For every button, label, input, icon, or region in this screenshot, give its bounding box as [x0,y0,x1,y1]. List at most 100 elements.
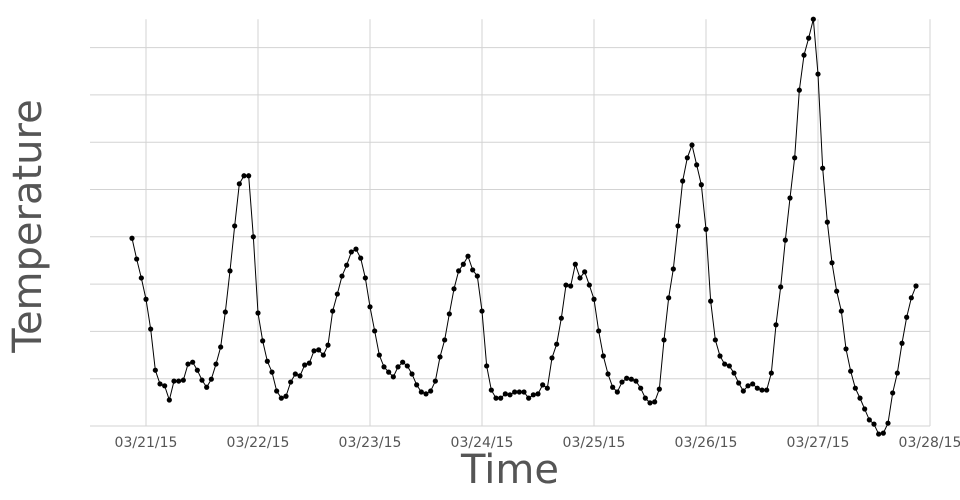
point [512,389,518,395]
point [857,395,863,401]
point [176,378,182,384]
point [549,355,555,361]
point [185,361,191,367]
point [694,162,700,168]
point [428,388,434,394]
point [204,384,210,390]
point [246,173,252,179]
line [131,19,917,435]
point [815,71,821,77]
point [638,385,644,391]
point [563,282,569,288]
point [558,315,564,321]
point [241,173,247,179]
x-tick-label: 03/24/15 [451,435,514,451]
point [255,310,261,316]
point [782,237,788,243]
point [474,273,480,279]
point [610,384,616,390]
point [367,304,373,310]
point [834,288,840,294]
point [316,347,322,353]
point [530,392,536,398]
point [652,399,658,405]
point [325,342,331,348]
point [493,395,499,401]
point [829,260,835,266]
point [535,391,541,397]
point [596,328,602,334]
point [129,235,135,241]
point [712,337,718,343]
point [675,223,681,229]
point [866,417,872,423]
point [619,379,625,385]
point [745,383,751,389]
point [222,309,228,315]
point [750,381,756,387]
point [810,16,816,22]
point [386,369,392,375]
point [605,371,611,377]
point [689,142,695,148]
point [479,308,485,314]
point [288,379,294,385]
point [554,341,560,347]
point [759,387,765,393]
point [236,181,242,187]
point [731,370,737,376]
x-tick-label: 03/26/15 [675,435,738,451]
point [526,395,532,401]
x-tick-label: 03/22/15 [227,435,290,451]
point [283,393,289,399]
point [614,389,620,395]
point [381,364,387,370]
point [311,348,317,354]
point [470,267,476,273]
point [736,380,742,386]
point [764,387,770,393]
point [409,371,415,377]
point [232,223,238,229]
point [395,364,401,370]
x-tick-label: 03/21/15 [115,435,178,451]
point [708,298,714,304]
point [885,420,891,426]
point [152,367,158,373]
point [740,388,746,394]
point [899,340,905,346]
y-axis-title: Temperature [5,99,51,353]
point [297,373,303,379]
point [852,385,858,391]
point [451,286,457,292]
point [894,370,900,376]
point [540,382,546,388]
point [269,369,275,375]
x-axis-title: Time [460,447,559,493]
point [148,326,154,332]
point [806,35,812,41]
point [488,387,494,393]
point [754,385,760,391]
point [362,275,368,281]
point [432,378,438,384]
point [787,195,793,201]
point [848,368,854,374]
point [647,400,653,406]
point [768,370,774,376]
point [516,389,522,395]
point [880,430,886,436]
point [418,389,424,395]
point [442,337,448,343]
point [642,395,648,401]
point [502,391,508,397]
point [344,262,350,268]
point [876,431,882,437]
x-tick-label: 03/23/15 [339,435,402,451]
point [278,395,284,401]
point [572,261,578,267]
point [334,291,340,297]
point [773,322,779,328]
point [180,377,186,383]
point [698,182,704,188]
